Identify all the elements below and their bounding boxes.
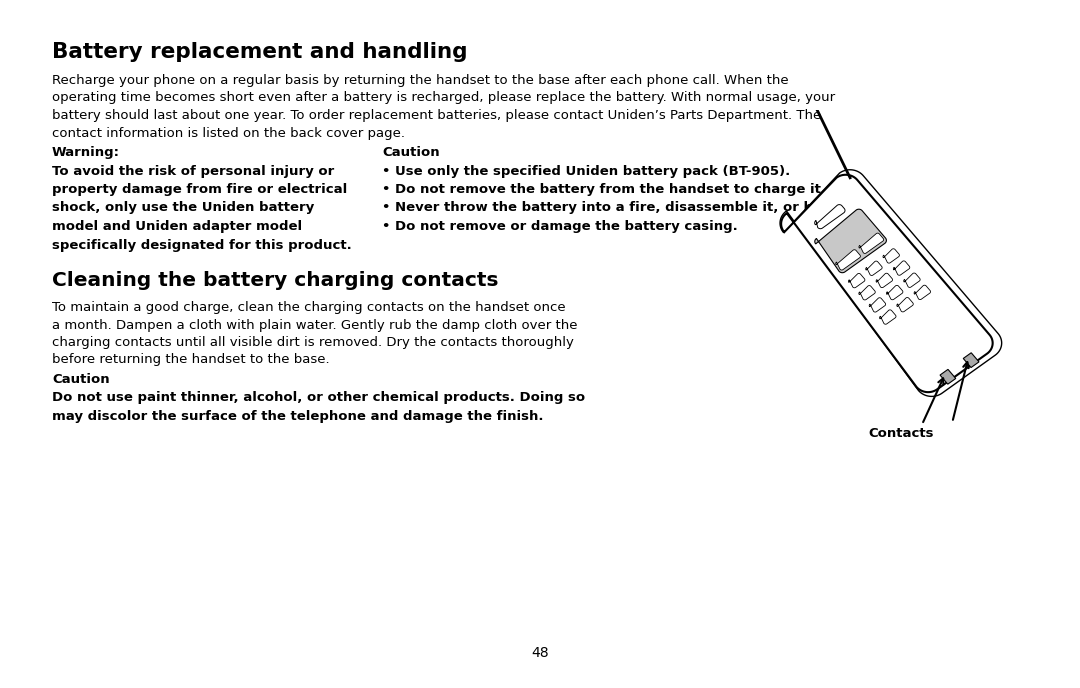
Polygon shape [883, 249, 900, 263]
Text: model and Uniden adapter model: model and Uniden adapter model [52, 220, 302, 233]
Text: operating time becomes short even after a battery is recharged, please replace t: operating time becomes short even after … [52, 92, 835, 105]
Polygon shape [893, 261, 909, 275]
Polygon shape [859, 233, 883, 253]
Text: To avoid the risk of personal injury or: To avoid the risk of personal injury or [52, 164, 334, 178]
Text: • Do not remove the battery from the handset to charge it.: • Do not remove the battery from the han… [382, 183, 826, 196]
Polygon shape [781, 175, 993, 392]
Polygon shape [836, 250, 861, 270]
Text: Warning:: Warning: [52, 146, 120, 159]
Polygon shape [814, 209, 887, 272]
Text: charging contacts until all visible dirt is removed. Dry the contacts thoroughly: charging contacts until all visible dirt… [52, 336, 573, 349]
Text: specifically designated for this product.: specifically designated for this product… [52, 239, 352, 252]
Polygon shape [849, 273, 865, 288]
Polygon shape [866, 261, 882, 275]
Text: Recharge your phone on a regular basis by returning the handset to the base afte: Recharge your phone on a regular basis b… [52, 74, 788, 87]
Polygon shape [869, 298, 886, 312]
Text: • Never throw the battery into a fire, disassemble it, or heat it.: • Never throw the battery into a fire, d… [382, 202, 858, 215]
Polygon shape [940, 369, 956, 384]
Polygon shape [859, 286, 875, 300]
Text: contact information is listed on the back cover page.: contact information is listed on the bac… [52, 127, 405, 140]
Text: property damage from fire or electrical: property damage from fire or electrical [52, 183, 348, 196]
Text: Contacts: Contacts [868, 427, 934, 440]
Text: Caution: Caution [382, 146, 440, 159]
Text: a month. Dampen a cloth with plain water. Gently rub the damp cloth over the: a month. Dampen a cloth with plain water… [52, 319, 578, 332]
Text: Cleaning the battery charging contacts: Cleaning the battery charging contacts [52, 271, 499, 290]
Text: shock, only use the Uniden battery: shock, only use the Uniden battery [52, 202, 314, 215]
Text: • Use only the specified Uniden battery pack (BT-905).: • Use only the specified Uniden battery … [382, 164, 791, 178]
Text: battery should last about one year. To order replacement batteries, please conta: battery should last about one year. To o… [52, 109, 821, 122]
Polygon shape [879, 310, 896, 324]
Text: To maintain a good charge, clean the charging contacts on the handset once: To maintain a good charge, clean the cha… [52, 301, 566, 314]
Text: may discolor the surface of the telephone and damage the finish.: may discolor the surface of the telephon… [52, 410, 543, 423]
Polygon shape [876, 273, 892, 288]
Polygon shape [963, 353, 978, 367]
Polygon shape [887, 286, 903, 300]
Polygon shape [896, 297, 914, 312]
Text: Do not use paint thinner, alcohol, or other chemical products. Doing so: Do not use paint thinner, alcohol, or ot… [52, 391, 585, 405]
Text: before returning the handset to the base.: before returning the handset to the base… [52, 354, 329, 367]
Polygon shape [904, 273, 920, 288]
Text: Caution: Caution [52, 373, 110, 386]
Text: • Do not remove or damage the battery casing.: • Do not remove or damage the battery ca… [382, 220, 738, 233]
Polygon shape [814, 204, 845, 228]
Polygon shape [914, 286, 931, 299]
Text: Battery replacement and handling: Battery replacement and handling [52, 42, 468, 62]
Text: 48: 48 [531, 646, 549, 660]
